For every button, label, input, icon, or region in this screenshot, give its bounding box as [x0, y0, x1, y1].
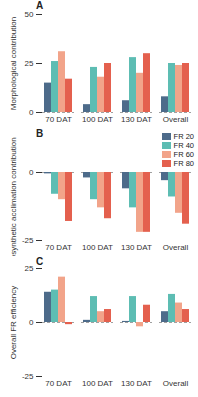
svg-text:100 DAT: 100 DAT: [82, 243, 113, 252]
html-text:FR 20: FR 20: [173, 132, 194, 141]
svg-text:Overall: Overall: [163, 379, 189, 388]
svg-text:70 DAT: 70 DAT: [45, 243, 72, 252]
svg-text:130 DAT: 130 DAT: [121, 115, 152, 124]
svg-text:130 DAT: 130 DAT: [121, 243, 152, 252]
svg-text:Overall: Overall: [163, 115, 189, 124]
svg-text:Overall: Overall: [163, 243, 189, 252]
html-text:C: C: [36, 256, 44, 267]
svg-text:100 DAT: 100 DAT: [82, 379, 113, 388]
svg-text:-25: -25: [22, 372, 34, 381]
svg-text:100 DAT: 100 DAT: [82, 115, 113, 124]
svg-text:-25: -25: [22, 236, 34, 245]
html-text:FR 80: FR 80: [173, 159, 194, 168]
html-text:B: B: [36, 128, 44, 139]
svg-text:0: 0: [29, 318, 34, 327]
svg-text:0: 0: [29, 108, 34, 117]
svg-text:Photosynthetic acclimation con: Photosynthetic acclimation contribution: [9, 137, 18, 256]
html-text:A: A: [36, 0, 44, 11]
svg-text:50: 50: [25, 10, 34, 19]
html-text:FR 40: FR 40: [173, 141, 194, 150]
svg-text:70 DAT: 70 DAT: [45, 379, 72, 388]
svg-text:25: 25: [25, 264, 34, 273]
html-text:FR 60: FR 60: [173, 150, 194, 159]
svg-text:130 DAT: 130 DAT: [121, 379, 152, 388]
svg-text:25: 25: [25, 59, 34, 68]
svg-text:Morphological contribution: Morphological contribution: [9, 17, 18, 110]
svg-text:70 DAT: 70 DAT: [45, 115, 72, 124]
svg-text:Overall FR efficiency: Overall FR efficiency: [9, 286, 18, 360]
svg-text:0: 0: [29, 168, 34, 177]
